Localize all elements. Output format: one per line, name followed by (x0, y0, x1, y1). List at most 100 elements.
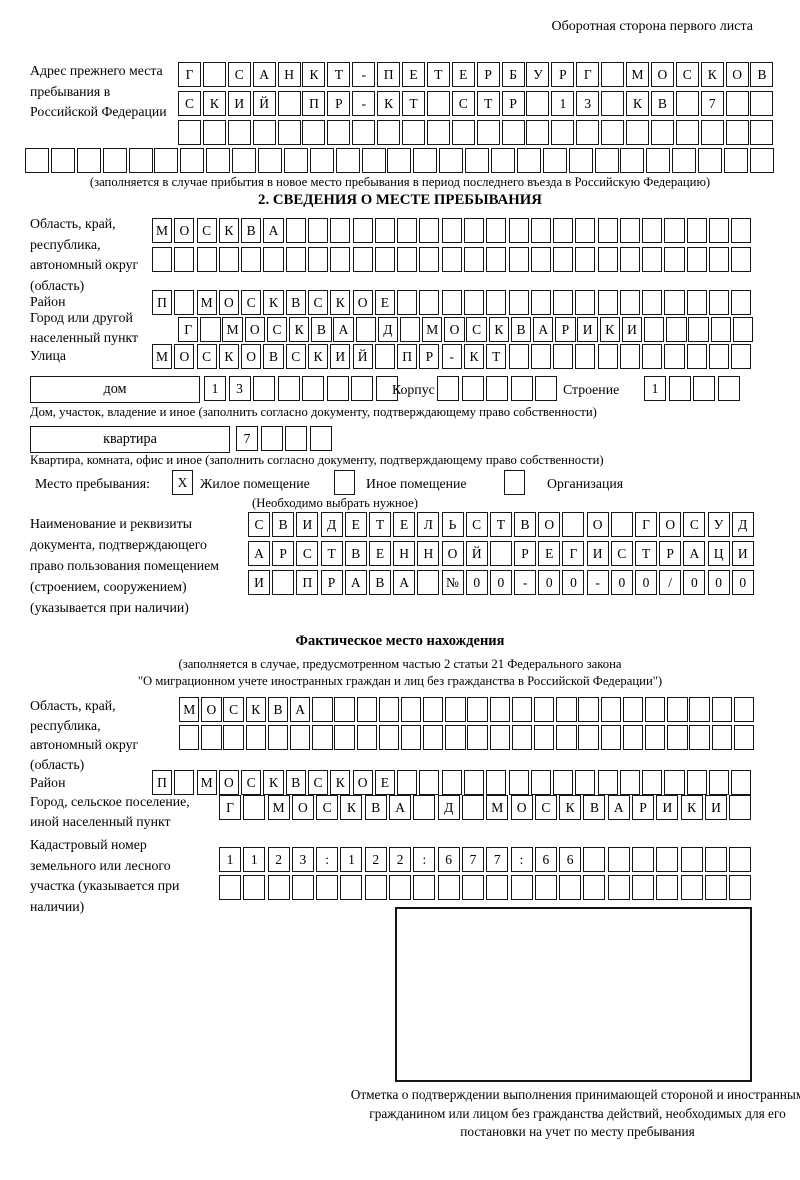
char-box[interactable] (556, 697, 577, 722)
char-box[interactable] (352, 247, 373, 272)
char-box[interactable] (619, 290, 640, 315)
char-box[interactable] (326, 376, 349, 401)
char-box[interactable]: Г (178, 62, 201, 87)
char-box[interactable] (686, 218, 707, 243)
char-box[interactable]: 2 (364, 847, 387, 872)
char-box[interactable]: Р (272, 541, 295, 566)
char-box[interactable]: М (267, 795, 290, 820)
char-box[interactable] (486, 247, 507, 272)
char-box[interactable] (330, 247, 351, 272)
char-box[interactable] (729, 847, 752, 872)
char-box[interactable] (277, 376, 300, 401)
char-box[interactable] (423, 697, 444, 722)
char-box[interactable] (530, 218, 551, 243)
char-box[interactable]: Е (374, 770, 395, 795)
char-box[interactable]: 6 (437, 847, 460, 872)
char-box[interactable] (451, 120, 475, 145)
char-box[interactable]: 0 (562, 570, 585, 595)
char-box[interactable]: Т (426, 62, 450, 87)
char-box[interactable] (731, 290, 752, 315)
char-box[interactable] (600, 697, 621, 722)
char-box[interactable] (330, 218, 351, 243)
char-box[interactable] (202, 120, 226, 145)
char-box[interactable]: 2 (389, 847, 412, 872)
char-box[interactable] (597, 290, 618, 315)
char-box[interactable] (277, 120, 301, 145)
char-box[interactable]: Т (368, 512, 391, 537)
char-box[interactable] (445, 725, 466, 750)
char-box[interactable]: А (289, 697, 311, 722)
char-box[interactable] (534, 875, 557, 900)
char-box[interactable]: Е (538, 541, 561, 566)
char-box[interactable]: О (441, 541, 464, 566)
char-box[interactable]: К (340, 795, 363, 820)
char-box[interactable] (632, 847, 655, 872)
char-box[interactable]: О (659, 512, 682, 537)
char-box[interactable] (575, 290, 596, 315)
char-box[interactable] (597, 344, 618, 369)
char-box[interactable] (664, 344, 685, 369)
char-box[interactable] (583, 847, 606, 872)
char-box[interactable] (419, 247, 440, 272)
char-box[interactable]: С (683, 512, 706, 537)
char-box[interactable]: Р (476, 62, 500, 87)
char-box[interactable]: А (263, 218, 284, 243)
char-box[interactable] (664, 218, 685, 243)
char-box[interactable] (710, 317, 731, 342)
char-box[interactable]: 3 (291, 847, 314, 872)
char-box[interactable] (534, 697, 555, 722)
char-box[interactable]: Ц (707, 541, 730, 566)
char-box[interactable]: Е (374, 290, 395, 315)
char-box[interactable] (476, 120, 500, 145)
char-box[interactable] (508, 247, 529, 272)
char-box[interactable]: М (152, 218, 173, 243)
char-box[interactable] (711, 697, 732, 722)
char-box[interactable]: 1 (243, 847, 266, 872)
char-box[interactable]: П (296, 570, 319, 595)
char-box[interactable] (486, 875, 509, 900)
char-box[interactable] (680, 847, 703, 872)
char-box[interactable]: К (302, 62, 326, 87)
char-box[interactable] (700, 120, 724, 145)
char-box[interactable]: С (241, 770, 262, 795)
char-box[interactable] (486, 290, 507, 315)
char-box[interactable]: С (196, 218, 217, 243)
char-box[interactable] (260, 426, 283, 451)
char-box[interactable]: К (626, 91, 650, 116)
char-box[interactable]: В (583, 795, 606, 820)
char-box[interactable] (731, 247, 752, 272)
char-box[interactable] (285, 247, 306, 272)
char-box[interactable]: С (316, 795, 339, 820)
char-box[interactable] (667, 697, 688, 722)
char-box[interactable]: Г (219, 795, 241, 820)
char-box[interactable]: М (196, 770, 217, 795)
char-box[interactable]: Н (393, 541, 416, 566)
char-box[interactable] (562, 512, 585, 537)
char-box[interactable] (241, 247, 262, 272)
char-box[interactable] (245, 725, 266, 750)
char-box[interactable] (223, 725, 244, 750)
char-box[interactable] (463, 218, 485, 243)
char-box[interactable]: О (650, 62, 674, 87)
char-box[interactable] (486, 218, 507, 243)
char-box[interactable] (283, 148, 308, 173)
char-box[interactable] (583, 875, 606, 900)
char-box[interactable] (252, 120, 276, 145)
char-box[interactable]: И (227, 91, 251, 116)
char-box[interactable]: Т (327, 62, 351, 87)
char-box[interactable] (397, 247, 418, 272)
char-box[interactable]: Т (489, 512, 512, 537)
char-box[interactable]: 1 (340, 847, 363, 872)
char-box[interactable] (530, 290, 551, 315)
char-box[interactable] (568, 148, 593, 173)
char-box[interactable]: С (307, 290, 329, 315)
char-box[interactable] (402, 120, 426, 145)
char-box[interactable]: П (377, 62, 401, 87)
char-box[interactable]: - (586, 570, 609, 595)
char-box[interactable] (307, 247, 329, 272)
char-box[interactable]: И (296, 512, 319, 537)
char-box[interactable]: М (179, 697, 200, 722)
char-box[interactable] (387, 148, 412, 173)
char-box[interactable]: И (731, 541, 754, 566)
char-box[interactable]: О (725, 62, 749, 87)
